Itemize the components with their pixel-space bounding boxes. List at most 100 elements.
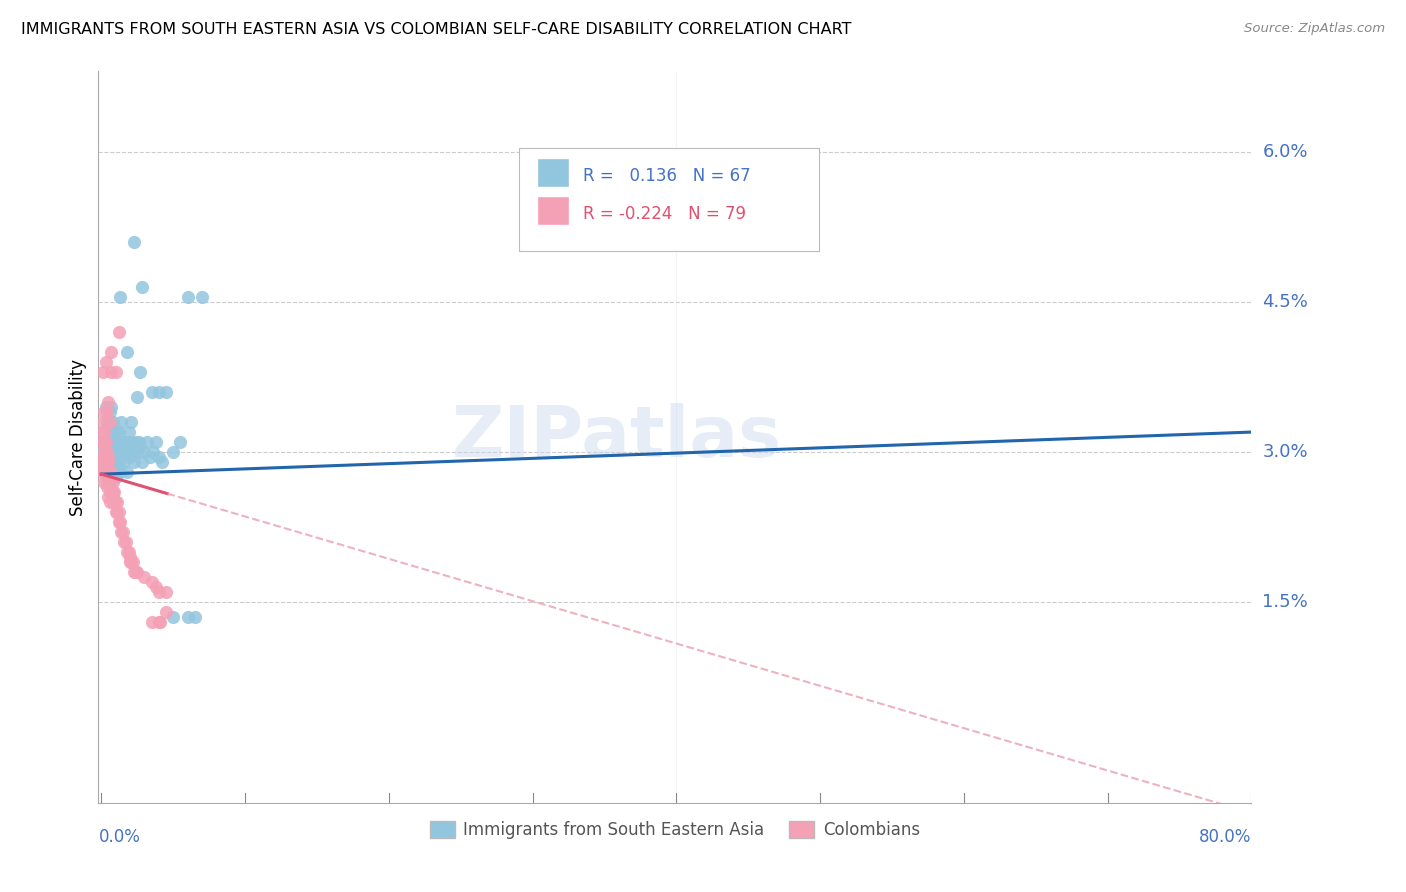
Point (150, 455, 173, 469)
Point (97, 395, 120, 409)
Point (103, 455, 125, 469)
Point (94, 455, 117, 469)
Point (105, 495, 128, 509)
Point (107, 455, 129, 469)
Point (96, 475, 118, 490)
Point (93, 435, 115, 450)
Point (108, 515, 131, 529)
Point (96, 445, 118, 459)
Point (93, 445, 115, 459)
Point (93, 455, 115, 469)
Point (149, 615, 172, 630)
Point (97, 465, 120, 479)
Point (94, 460, 117, 475)
Point (94, 465, 117, 479)
Point (96, 480, 118, 494)
Point (96, 405, 118, 419)
Text: 4.5%: 4.5% (1263, 293, 1309, 310)
Point (103, 495, 125, 509)
Point (105, 505, 128, 519)
Point (96, 415, 118, 429)
Point (112, 440, 135, 454)
Point (100, 475, 122, 490)
Point (141, 615, 163, 630)
Point (141, 384, 163, 399)
Point (104, 425, 127, 439)
Bar (537, 158, 569, 187)
Point (124, 566, 146, 580)
Point (148, 615, 170, 630)
Point (118, 550, 141, 565)
Point (128, 435, 150, 450)
Point (110, 440, 132, 454)
Point (129, 365, 152, 379)
Point (101, 475, 124, 490)
Point (93, 435, 115, 450)
Point (104, 365, 127, 379)
Point (125, 566, 148, 580)
Point (98, 485, 121, 500)
Point (97, 455, 120, 469)
Point (148, 450, 170, 464)
Point (94, 435, 117, 450)
Text: R =   0.136   N = 67: R = 0.136 N = 67 (582, 167, 751, 185)
Point (104, 445, 127, 459)
Point (98, 495, 121, 509)
Point (98, 415, 121, 429)
Point (114, 435, 136, 450)
Point (108, 445, 131, 459)
Text: ZIPatlas: ZIPatlas (453, 402, 782, 472)
Point (94, 450, 117, 464)
Text: Source: ZipAtlas.com: Source: ZipAtlas.com (1244, 22, 1385, 36)
Point (91, 445, 114, 459)
Point (139, 450, 162, 464)
Point (94, 445, 117, 459)
Point (162, 610, 184, 624)
Text: 1.5%: 1.5% (1263, 593, 1308, 611)
Point (97, 490, 120, 504)
Point (122, 445, 145, 459)
Point (131, 280, 153, 294)
Point (124, 455, 146, 469)
Point (107, 325, 129, 339)
Point (103, 485, 125, 500)
Point (134, 445, 156, 459)
Point (91, 365, 114, 379)
Point (103, 435, 125, 450)
Point (136, 435, 159, 450)
Point (97, 450, 120, 464)
Point (97, 435, 120, 450)
Point (117, 425, 139, 439)
Point (148, 585, 170, 599)
Point (98, 460, 121, 475)
Point (112, 535, 135, 549)
Point (100, 425, 122, 439)
Point (107, 425, 129, 439)
Point (91, 450, 114, 464)
Point (176, 610, 198, 624)
Point (98, 435, 121, 450)
Point (121, 435, 143, 450)
Text: 0.0%: 0.0% (98, 828, 141, 846)
Point (97, 450, 120, 464)
Point (91, 435, 114, 450)
Point (100, 465, 122, 479)
Point (127, 566, 149, 580)
Point (97, 475, 120, 490)
Y-axis label: Self-Care Disability: Self-Care Disability (69, 359, 87, 516)
Point (145, 435, 167, 450)
Text: 3.0%: 3.0% (1263, 443, 1308, 461)
Point (104, 470, 127, 484)
Point (96, 465, 118, 479)
Point (131, 455, 153, 469)
Point (115, 445, 138, 459)
Point (112, 455, 135, 469)
Point (93, 425, 115, 439)
Point (91, 460, 114, 475)
Point (94, 355, 117, 369)
Point (101, 440, 124, 454)
Legend: Immigrants from South Eastern Asia, Colombians: Immigrants from South Eastern Asia, Colo… (423, 814, 927, 846)
Point (142, 445, 165, 459)
Text: 80.0%: 80.0% (1199, 828, 1251, 846)
Point (191, 290, 214, 304)
